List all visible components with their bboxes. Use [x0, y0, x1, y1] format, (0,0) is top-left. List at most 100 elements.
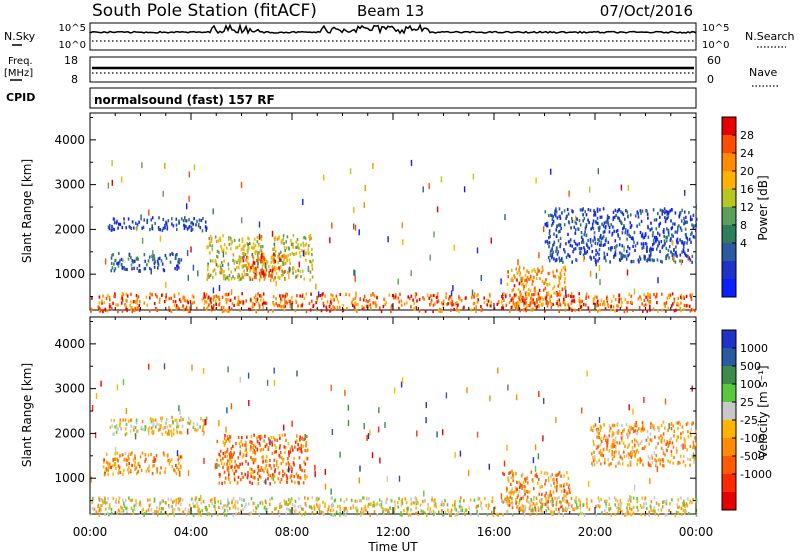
data-cell [204, 300, 206, 304]
data-cell [107, 468, 109, 472]
data-cell [229, 506, 231, 511]
data-cell [309, 237, 311, 241]
data-cell [538, 288, 541, 292]
data-cell [291, 470, 293, 474]
data-cell [653, 505, 656, 509]
data-cell [335, 294, 338, 298]
data-cell [674, 260, 677, 264]
colorbar-segment [722, 225, 736, 244]
data-cell [165, 421, 167, 425]
data-cell [166, 418, 168, 422]
data-cell [511, 305, 514, 309]
data-cell [459, 499, 461, 503]
data-cell [358, 477, 360, 484]
data-cell [406, 301, 408, 305]
data-cell [659, 462, 662, 466]
data-cell [237, 300, 239, 304]
data-cell [231, 302, 234, 306]
data-cell [670, 219, 672, 223]
data-cell [402, 239, 404, 246]
data-cell [182, 510, 185, 514]
data-cell [212, 276, 214, 280]
data-cell [623, 254, 625, 258]
data-cell [233, 472, 236, 476]
data-cell [177, 458, 180, 462]
data-cell [258, 474, 261, 478]
data-cell [410, 305, 412, 309]
data-cell [401, 501, 404, 506]
data-cell [225, 513, 228, 517]
data-cell [289, 475, 292, 480]
data-cell [296, 475, 299, 479]
data-cell [359, 499, 361, 503]
data-cell [560, 268, 563, 272]
data-cell [363, 507, 365, 511]
data-cell [275, 297, 277, 301]
data-cell [228, 477, 230, 481]
data-cell [288, 452, 290, 456]
data-cell [552, 215, 555, 219]
data-cell [682, 460, 685, 464]
data-cell [619, 258, 621, 262]
data-cell [508, 471, 510, 475]
data-cell [563, 497, 565, 501]
data-cell [284, 249, 286, 253]
data-cell [642, 463, 644, 467]
data-cell [223, 443, 226, 448]
data-cell [235, 246, 237, 250]
data-cell [541, 265, 544, 269]
data-cell [565, 294, 567, 299]
data-cell [111, 160, 113, 166]
data-cell [265, 507, 268, 511]
colorbar-segment [722, 117, 736, 136]
data-cell [149, 296, 151, 300]
data-cell [295, 240, 298, 244]
data-cell [598, 431, 601, 436]
data-cell [190, 246, 192, 253]
data-cell [521, 484, 523, 490]
data-cell [544, 494, 546, 498]
data-cell [660, 446, 663, 450]
data-cell [618, 441, 621, 445]
data-cell [182, 219, 185, 223]
data-cell [553, 240, 556, 244]
data-cell [282, 254, 284, 258]
data-cell [519, 309, 521, 313]
data-cell [280, 456, 283, 460]
data-cell [528, 490, 531, 494]
data-cell [289, 305, 292, 309]
data-cell [377, 426, 380, 433]
data-cell [632, 259, 635, 264]
data-cell [590, 227, 592, 231]
data-cell [180, 418, 183, 422]
data-cell [264, 260, 266, 264]
data-cell [204, 220, 207, 224]
data-cell [526, 280, 528, 284]
data-cell [274, 259, 277, 264]
data-cell [136, 301, 138, 305]
data-cell [588, 507, 591, 511]
freq-label: Freq. [8, 56, 33, 67]
data-cell [586, 505, 588, 509]
data-cell [418, 297, 421, 302]
data-cell [593, 255, 595, 259]
data-cell [625, 228, 627, 232]
data-cell [278, 513, 281, 518]
data-cell [281, 298, 283, 302]
data-cell [690, 297, 693, 301]
data-cell [638, 427, 640, 431]
data-cell [100, 508, 102, 512]
data-cell [147, 432, 150, 436]
data-cell [102, 501, 104, 505]
data-cell [468, 506, 470, 510]
data-cell [98, 513, 101, 517]
data-cell [523, 308, 525, 312]
data-cell [577, 505, 579, 510]
data-cell [647, 258, 649, 262]
data-cell [303, 249, 306, 253]
data-cell [636, 448, 639, 453]
data-cell [410, 270, 412, 277]
data-cell [540, 498, 543, 502]
data-cell [285, 500, 288, 504]
data-cell [515, 488, 517, 493]
